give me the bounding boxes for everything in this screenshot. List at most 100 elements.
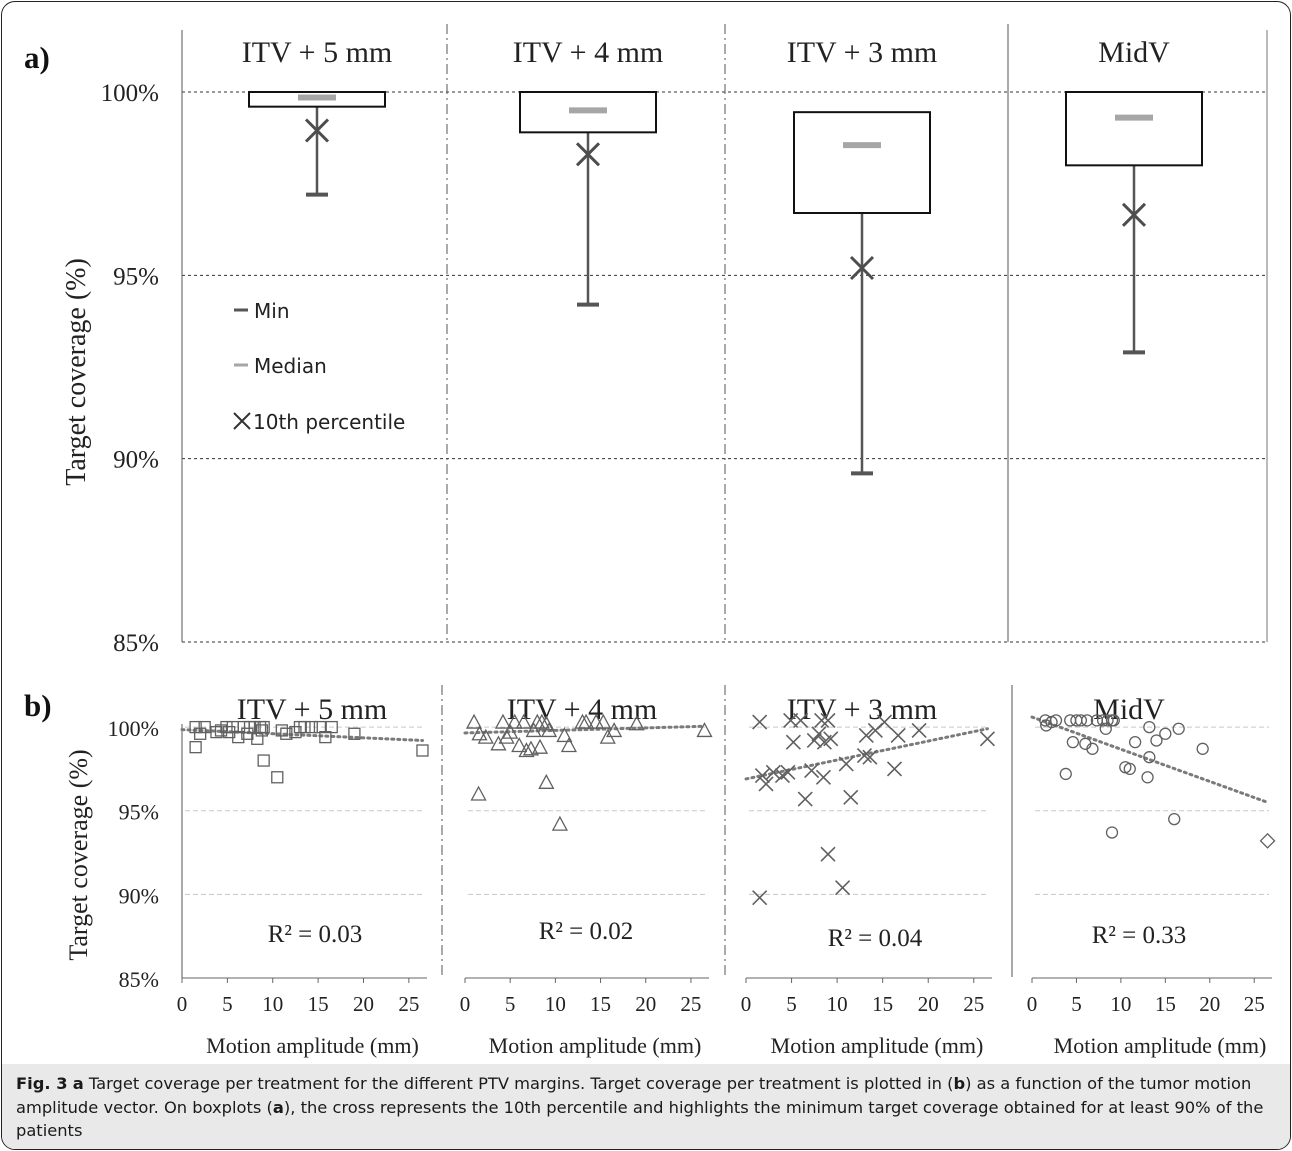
data-point-cross [806, 732, 822, 749]
trendline [1030, 715, 1270, 804]
data-point-cross [814, 712, 830, 728]
data-point-triangle [522, 740, 540, 756]
data-point-cross [758, 776, 774, 792]
y-tick-label: 100% [101, 80, 159, 107]
x-tick-label: 5 [786, 992, 797, 1016]
data-point-triangle [578, 713, 595, 729]
data-point-triangle [551, 815, 568, 831]
data-point-square [271, 771, 284, 784]
trendline [463, 724, 706, 735]
x-axis-label: Motion amplitude (mm) [1054, 1033, 1267, 1058]
data-point-triangle [606, 722, 623, 738]
y-tick-label: 85% [119, 967, 159, 992]
data-point-triangle [477, 728, 494, 744]
x-tick-label: 5 [222, 992, 233, 1016]
figure-caption: Fig. 3 a Target coverage per treatment f… [16, 1072, 1278, 1143]
r-squared-label: R² = 0.03 [268, 921, 363, 948]
data-point-circle [1099, 722, 1112, 735]
data-point-triangle [560, 737, 578, 753]
panel-b-scatter: 85% 90% 95% 100% Target coverage (%) ITV + 5 … [64, 685, 1276, 1058]
data-point-square [257, 754, 270, 767]
data-point-circle [1172, 722, 1185, 735]
group-title: ITV + 5 mm [242, 36, 393, 69]
x-axis-label: Motion amplitude (mm) [489, 1033, 702, 1058]
data-point-circle [1196, 742, 1209, 755]
subplot-title: ITV + 3 mm [787, 693, 938, 726]
data-point-cross [886, 761, 903, 777]
data-point-diamond [1259, 832, 1276, 849]
data-point-triangle [556, 727, 573, 743]
p10-cross [575, 142, 601, 167]
x-tick-label: 25 [963, 992, 984, 1016]
y-tick-label: 85% [113, 630, 159, 657]
x-tick-label: 15 [1155, 992, 1176, 1016]
data-point-triangle [511, 737, 528, 753]
data-point-square [319, 730, 332, 744]
data-point-triangle [502, 723, 519, 739]
p10-cross [304, 118, 330, 143]
data-point-circle [1066, 735, 1080, 749]
x-tick-label: 25 [398, 992, 419, 1016]
group-title: ITV + 3 mm [787, 36, 938, 69]
panel-a-boxplot: 85% 90% 95% 100% Target coverage (%) ITV + 5 … [61, 24, 1268, 657]
y-tick-label: 90% [113, 447, 159, 474]
data-point-circle [1143, 751, 1156, 764]
data-point-square [189, 720, 202, 734]
x-tick-label: 15 [872, 992, 893, 1016]
x-tick-label: 25 [1244, 992, 1265, 1016]
data-point-cross [823, 731, 839, 747]
p10-cross [849, 255, 875, 281]
y-tick-label: 95% [119, 800, 159, 825]
data-point-triangle [498, 728, 515, 744]
figure-svg: a) b) 85% 90% 95% 100% Target coverage (%) IT… [24, 24, 1276, 1058]
data-point-triangle [506, 713, 523, 729]
data-point-cross [876, 714, 893, 730]
data-point-circle [1128, 735, 1142, 749]
data-point-cross [835, 880, 851, 896]
data-point-circle [1150, 734, 1163, 747]
x-tick-label: 5 [505, 992, 516, 1016]
data-point-circle [1059, 767, 1072, 781]
subplot-title: ITV + 5 mm [237, 693, 388, 726]
legend-label: 10th percentile [253, 410, 405, 434]
data-point-circle [1141, 771, 1154, 784]
box [519, 91, 657, 134]
data-point-cross [862, 749, 878, 765]
legend-label: Median [254, 354, 327, 378]
data-point-cross [752, 714, 768, 730]
r-squared-label: R² = 0.33 [1092, 922, 1187, 949]
p10-cross [1121, 202, 1147, 227]
x-axis-label: Motion amplitude (mm) [206, 1033, 419, 1058]
y-axis-label: Target coverage (%) [64, 749, 93, 960]
r-squared-label: R² = 0.02 [539, 918, 634, 945]
data-point-square [198, 720, 211, 734]
data-point-cross [780, 764, 796, 780]
legend-cross-swatch [233, 412, 251, 430]
x-tick-label: 15 [590, 992, 611, 1016]
y-axis-label: Target coverage (%) [61, 258, 92, 486]
x-tick-label: 20 [1199, 992, 1220, 1016]
data-point-cross [797, 791, 813, 807]
data-point-triangle [470, 785, 487, 801]
caption-fig-label: Fig. 3 [16, 1074, 68, 1093]
data-point-cross [785, 734, 801, 750]
data-point-cross [838, 756, 854, 772]
data-point-triangle [494, 713, 512, 729]
x-tick-label: 0 [741, 992, 752, 1016]
data-point-square [193, 727, 207, 740]
panel-b-label: b) [24, 688, 52, 723]
panel-a-label: a) [24, 40, 50, 75]
caption-text: a Target coverage per treatment for the … [16, 1074, 1263, 1140]
data-point-circle [1168, 812, 1181, 826]
data-point-circle [1143, 720, 1156, 734]
y-tick-label: 90% [119, 883, 159, 908]
x-tick-label: 20 [918, 992, 939, 1016]
group-title: MidV [1098, 36, 1170, 69]
data-point-square [348, 727, 361, 740]
data-point-square [251, 732, 264, 745]
x-tick-label: 0 [1027, 992, 1038, 1016]
data-point-circle [1123, 762, 1136, 776]
data-point-circle [1049, 714, 1063, 727]
data-point-square [189, 741, 202, 754]
